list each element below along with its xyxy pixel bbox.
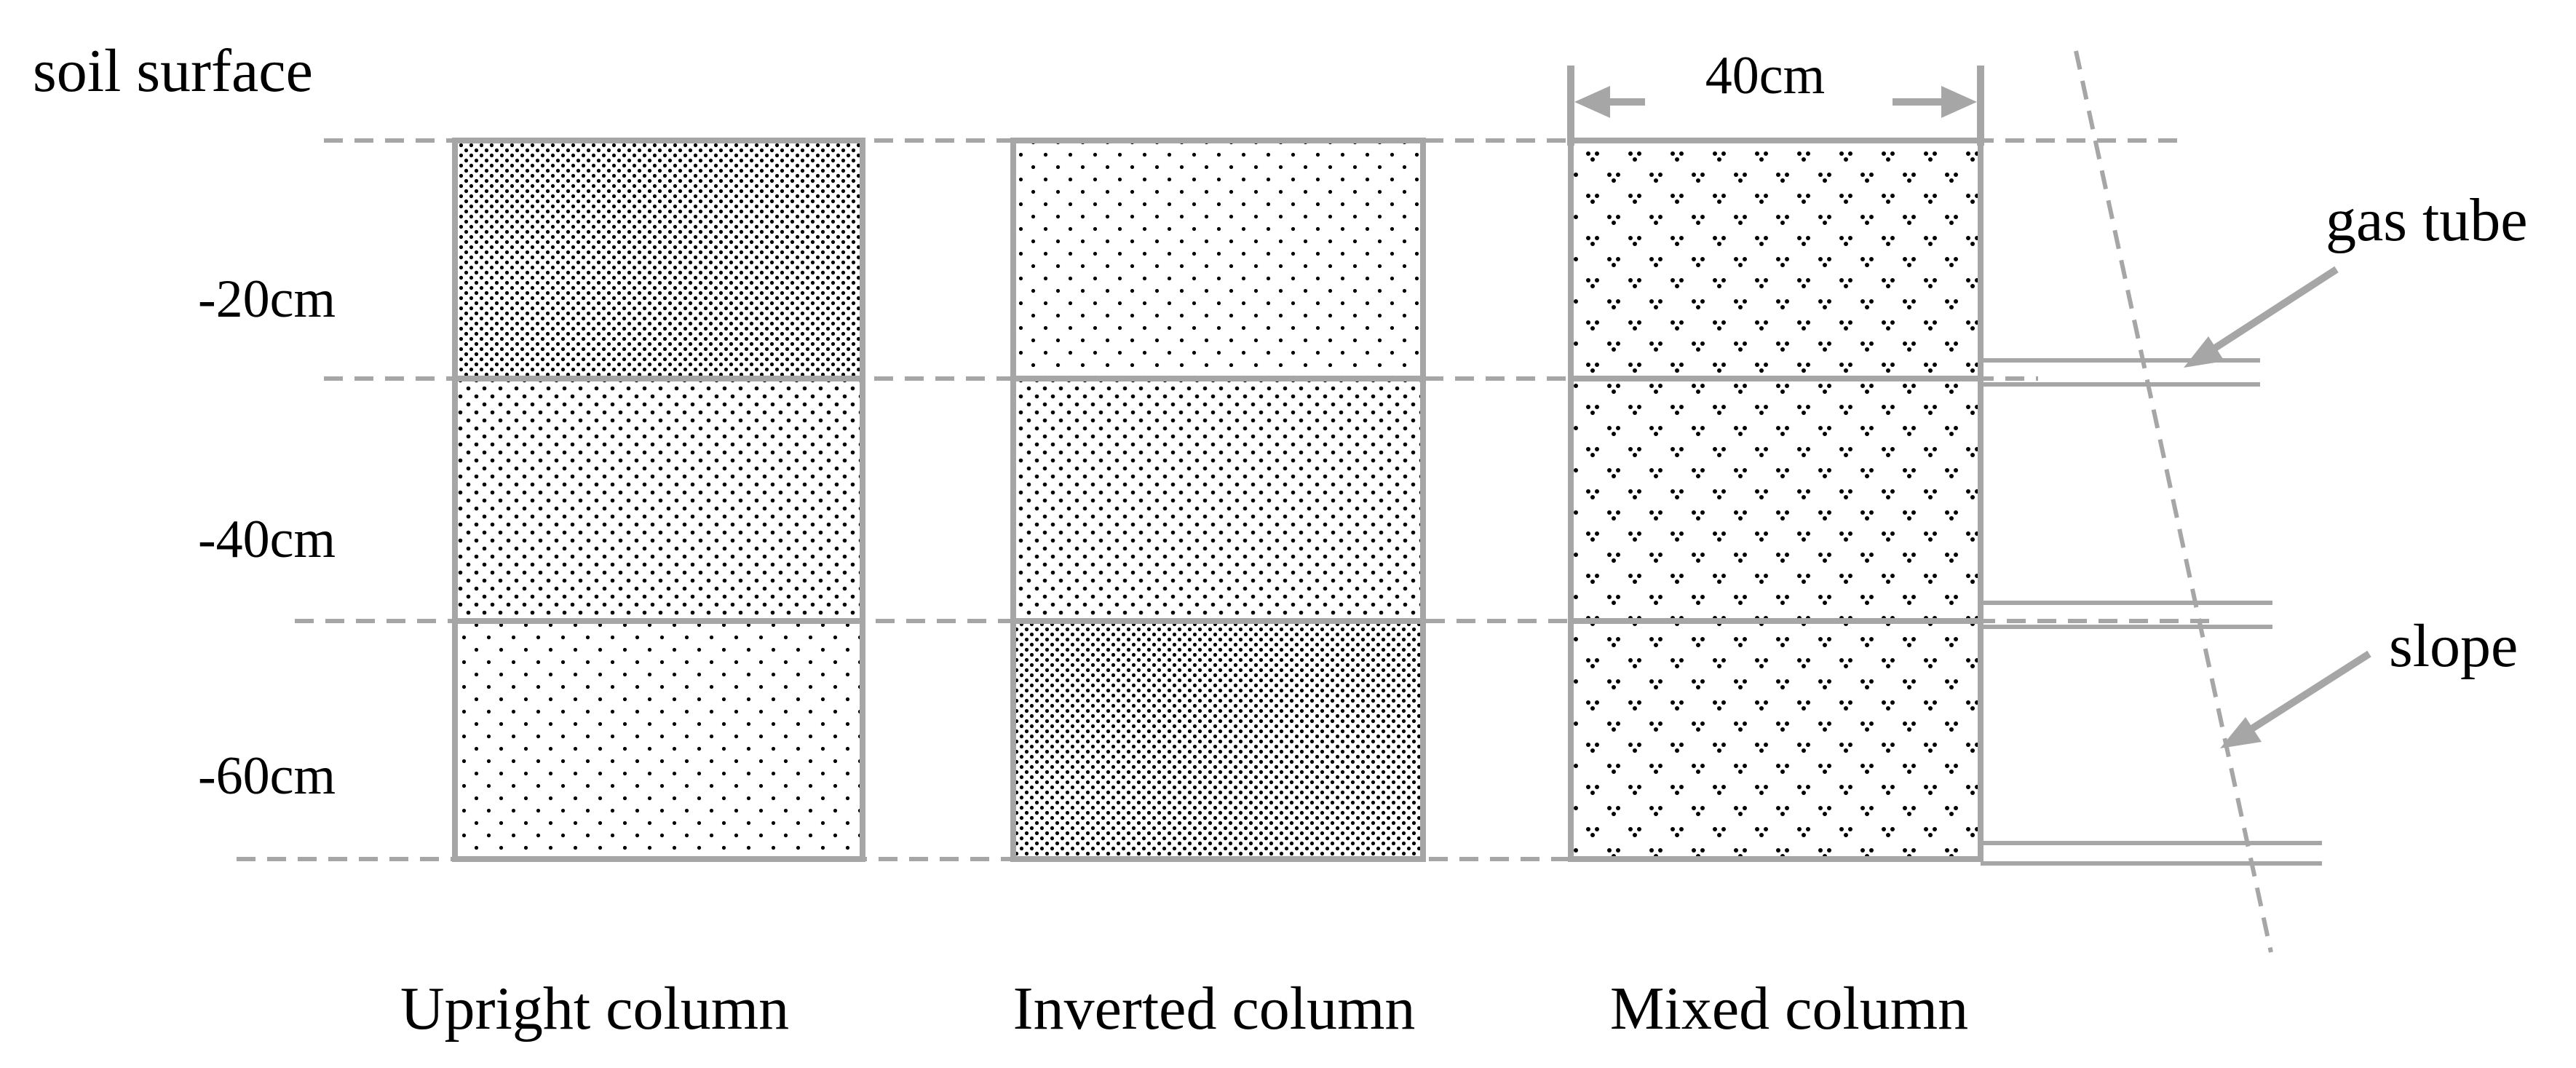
upright-layer-top	[455, 141, 863, 379]
inverted-column-frame	[1010, 138, 1426, 862]
slope-line	[2074, 50, 2273, 953]
width-dimension: 40cm	[1567, 46, 1984, 146]
depth-60-label: -60cm	[198, 746, 336, 806]
width-label: 40cm	[1705, 46, 1825, 106]
mixed-layer-top	[1571, 141, 1981, 379]
inverted-column-label: Inverted column	[1013, 975, 1416, 1043]
inverted-layer-bottom	[1013, 621, 1423, 859]
soil-surface-label: soil surface	[33, 37, 313, 105]
depth-40-label: -40cm	[198, 510, 336, 569]
depth-20-label: -20cm	[198, 269, 336, 329]
upright-layer-middle	[455, 379, 863, 621]
gas-tube-pointer-arrow-icon	[2184, 336, 2224, 368]
upright-layer-bottom	[455, 621, 863, 859]
inverted-layer-top	[1013, 141, 1423, 379]
inverted-layer-middle	[1013, 379, 1423, 621]
slope-pointer-arrow-icon	[2220, 717, 2262, 748]
slope-pointer-line	[2248, 650, 2371, 733]
dimension-arrow-right-icon	[1941, 86, 1977, 118]
mixed-column	[1568, 138, 1983, 862]
dimension-arrow-left-icon	[1574, 86, 1610, 118]
upright-column	[452, 138, 865, 862]
slope-label: slope	[2389, 612, 2518, 680]
mixed-column-label: Mixed column	[1610, 975, 1968, 1043]
gas-tube-pointer-line	[2211, 266, 2339, 353]
upright-column-label: Upright column	[400, 975, 789, 1043]
gas-tubes	[1981, 358, 2322, 866]
mixed-layer-bottom	[1571, 621, 1981, 859]
upright-column-frame	[452, 138, 865, 862]
mixed-layer-middle	[1571, 379, 1981, 621]
inverted-column	[1010, 138, 1426, 862]
gas-tube-label: gas tube	[2326, 186, 2528, 254]
mixed-column-frame	[1568, 138, 1983, 862]
